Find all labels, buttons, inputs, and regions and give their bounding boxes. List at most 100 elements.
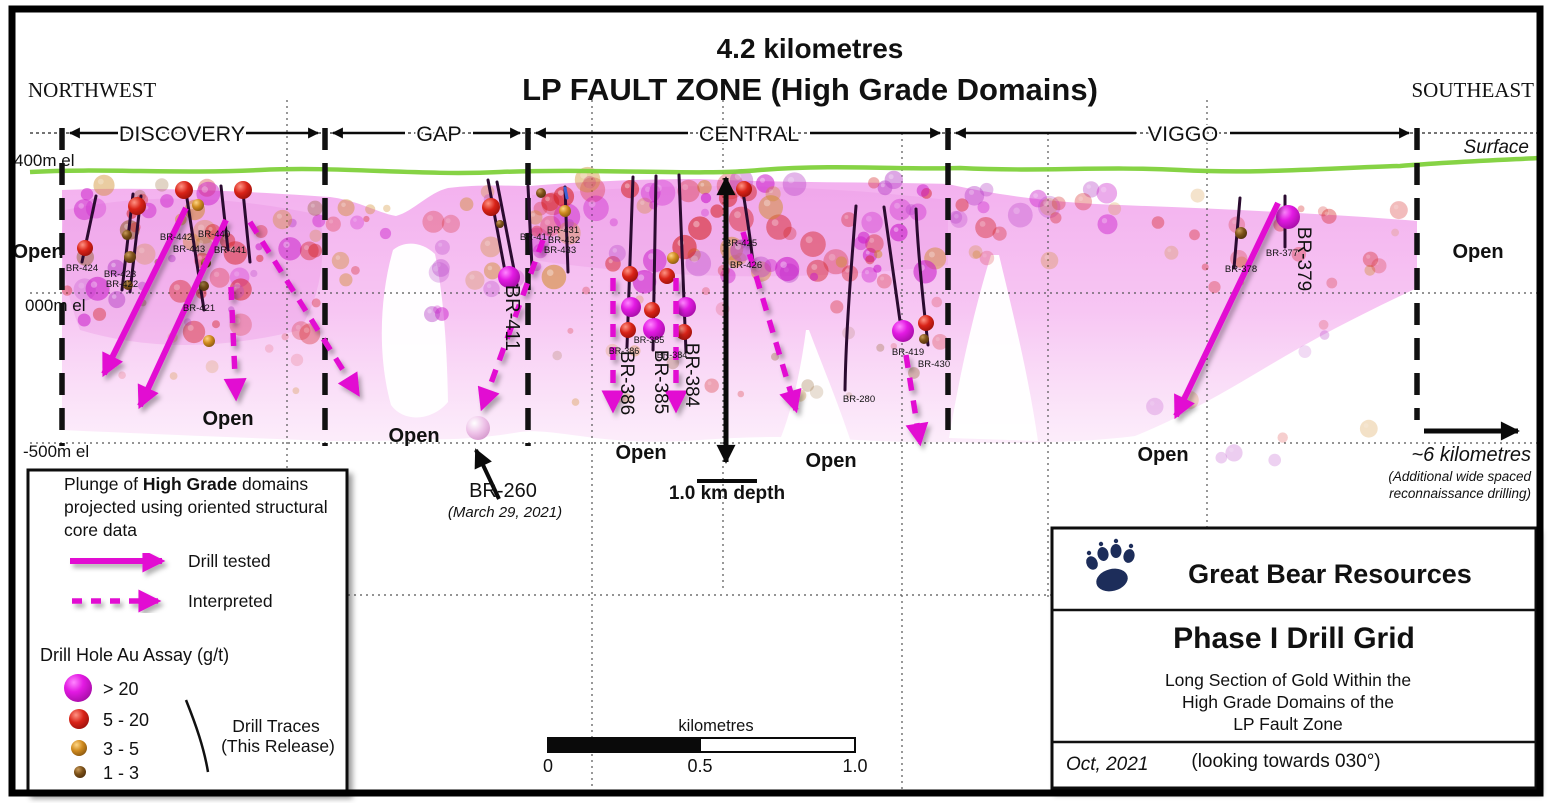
scatter-assay-ball — [845, 392, 853, 399]
scatter-ball-highlight — [866, 215, 872, 222]
scatter-ball-highlight — [283, 241, 290, 248]
elevation-400: 400m el — [14, 151, 74, 170]
scatter-assay-ball — [1040, 251, 1059, 270]
scatter-ball-highlight — [1013, 207, 1020, 215]
scatter-ball-highlight — [1100, 186, 1107, 193]
legend-panel — [26, 468, 349, 794]
scatter-assay-ball — [77, 313, 91, 327]
scatter-assay-ball — [873, 264, 882, 273]
scatter-ball-highlight — [755, 265, 761, 271]
untested-white-gap-2 — [779, 330, 851, 442]
plunge-text-a: Plunge of — [64, 474, 143, 494]
scatter-assay-ball — [351, 266, 360, 275]
scatter-assay-ball — [365, 204, 376, 215]
drill-hole-label: BR-441 — [214, 245, 246, 256]
scatter-ball-highlight — [787, 176, 795, 184]
scatter-assay-ball — [758, 195, 783, 220]
scatter-assay-ball — [835, 256, 848, 268]
scatter-assay-ball — [977, 201, 990, 214]
scatter-ball-highlight — [585, 182, 593, 189]
scatter-assay-ball — [107, 259, 125, 277]
scatter-ball-highlight — [771, 219, 779, 227]
scatter-assay-ball — [857, 231, 870, 244]
scatter-ball-highlight — [805, 236, 813, 244]
scatter-ball-highlight — [1366, 254, 1371, 259]
scatter-ball-highlight — [588, 200, 596, 208]
scatter-ball-highlight — [845, 268, 850, 273]
scatter-assay-ball — [278, 237, 302, 261]
scatter-assay-ball — [884, 170, 903, 190]
scatter-assay-ball — [325, 216, 341, 232]
scatter-assay-ball — [677, 179, 700, 203]
scatter-assay-ball — [889, 198, 912, 221]
scatter-assay-ball — [160, 194, 174, 208]
scatter-assay-ball — [541, 264, 567, 290]
scatter-ball-highlight — [208, 226, 213, 232]
scatter-assay-ball — [609, 218, 618, 227]
scatter-assay-ball — [1050, 212, 1062, 224]
scatter-assay-ball — [622, 393, 632, 403]
east-note-line3: reconnaissance drilling) — [1389, 486, 1531, 501]
scatter-assay-ball — [868, 177, 880, 189]
drill-hole-label: BR-417 — [520, 232, 552, 243]
scatter-ball-highlight — [1078, 196, 1083, 201]
scatter-assay-ball — [1201, 263, 1209, 271]
scatter-ball-highlight — [968, 189, 975, 195]
scatter-assay-ball — [876, 343, 885, 352]
scatter-assay-ball — [583, 195, 609, 222]
scale-bar: kilometres 0 0.5 1.0 — [543, 717, 868, 776]
scatter-assay-ball — [168, 254, 176, 263]
open-label: Open — [805, 450, 856, 472]
east-note: ~6 kilometres (Additional wide spaced re… — [1388, 444, 1531, 501]
scatter-assay-ball — [608, 244, 626, 262]
scatter-assay-ball — [949, 210, 963, 224]
scatter-ball-highlight — [435, 262, 441, 268]
scatter-assay-ball — [1082, 181, 1100, 198]
scatter-assay-ball — [308, 243, 322, 258]
untested-white-gap-1 — [381, 243, 448, 418]
scatter-ball-highlight — [197, 240, 204, 246]
east-note-distance: ~6 kilometres — [1412, 444, 1532, 466]
drill-hole-label: BR-423 — [104, 269, 136, 280]
scatter-assay-ball — [134, 243, 156, 265]
scatter-assay-ball — [876, 273, 892, 289]
map-subtitle-1: Long Section of Gold Within the — [1165, 670, 1411, 690]
scatter-assay-ball — [1364, 264, 1376, 276]
legend-class-1-3: 1 - 3 — [103, 763, 139, 783]
drill-hole-label: BR-386 — [609, 346, 640, 356]
scatter-assay-ball — [272, 209, 293, 230]
legend-drill-tested-label: Drill tested — [188, 551, 271, 571]
header: 4.2 kilometres LP FAULT ZONE (High Grade… — [28, 31, 1534, 107]
scatter-ball-highlight — [1042, 200, 1049, 207]
scatter-assay-ball — [1319, 330, 1330, 340]
scatter-assay-ball — [422, 210, 445, 233]
scatter-assay-ball — [1208, 281, 1221, 294]
scatter-ball-highlight — [427, 309, 432, 314]
scatter-ball-highlight — [982, 253, 987, 258]
scatter-assay-ball — [254, 225, 268, 238]
scatter-assay-ball — [979, 182, 994, 197]
plunge-arrows — [101, 201, 1281, 447]
scatter-assay-ball — [632, 270, 657, 294]
scatter-ball-highlight — [1044, 255, 1050, 260]
scatter-assay-ball — [292, 387, 300, 395]
scatter-assay-ball — [605, 255, 621, 272]
scatter-assay-ball — [337, 199, 355, 217]
drill-hole-label: BR-433 — [544, 245, 576, 256]
scatter-ball-highlight — [760, 177, 765, 183]
scatter-assay-ball — [874, 250, 883, 259]
scatter-assay-ball — [582, 286, 590, 295]
scatter-assay-ball — [290, 353, 304, 367]
scatter-assay-ball — [433, 305, 442, 314]
scatter-ball-highlight — [682, 184, 689, 191]
legend-interpreted-label: Interpreted — [188, 591, 273, 611]
scatter-ball-highlight — [707, 381, 712, 386]
drill-hole-label: BR-424 — [66, 263, 98, 274]
zone-label-gap: GAP — [416, 122, 461, 146]
scatter-assay-ball — [964, 186, 985, 206]
legend-plunge-line3: core data — [64, 520, 137, 540]
labeled-assay-balls — [77, 181, 1300, 440]
scatter-assay-ball — [730, 239, 753, 262]
scatter-ball-highlight — [780, 261, 787, 269]
scatter-assay-ball — [118, 371, 126, 380]
